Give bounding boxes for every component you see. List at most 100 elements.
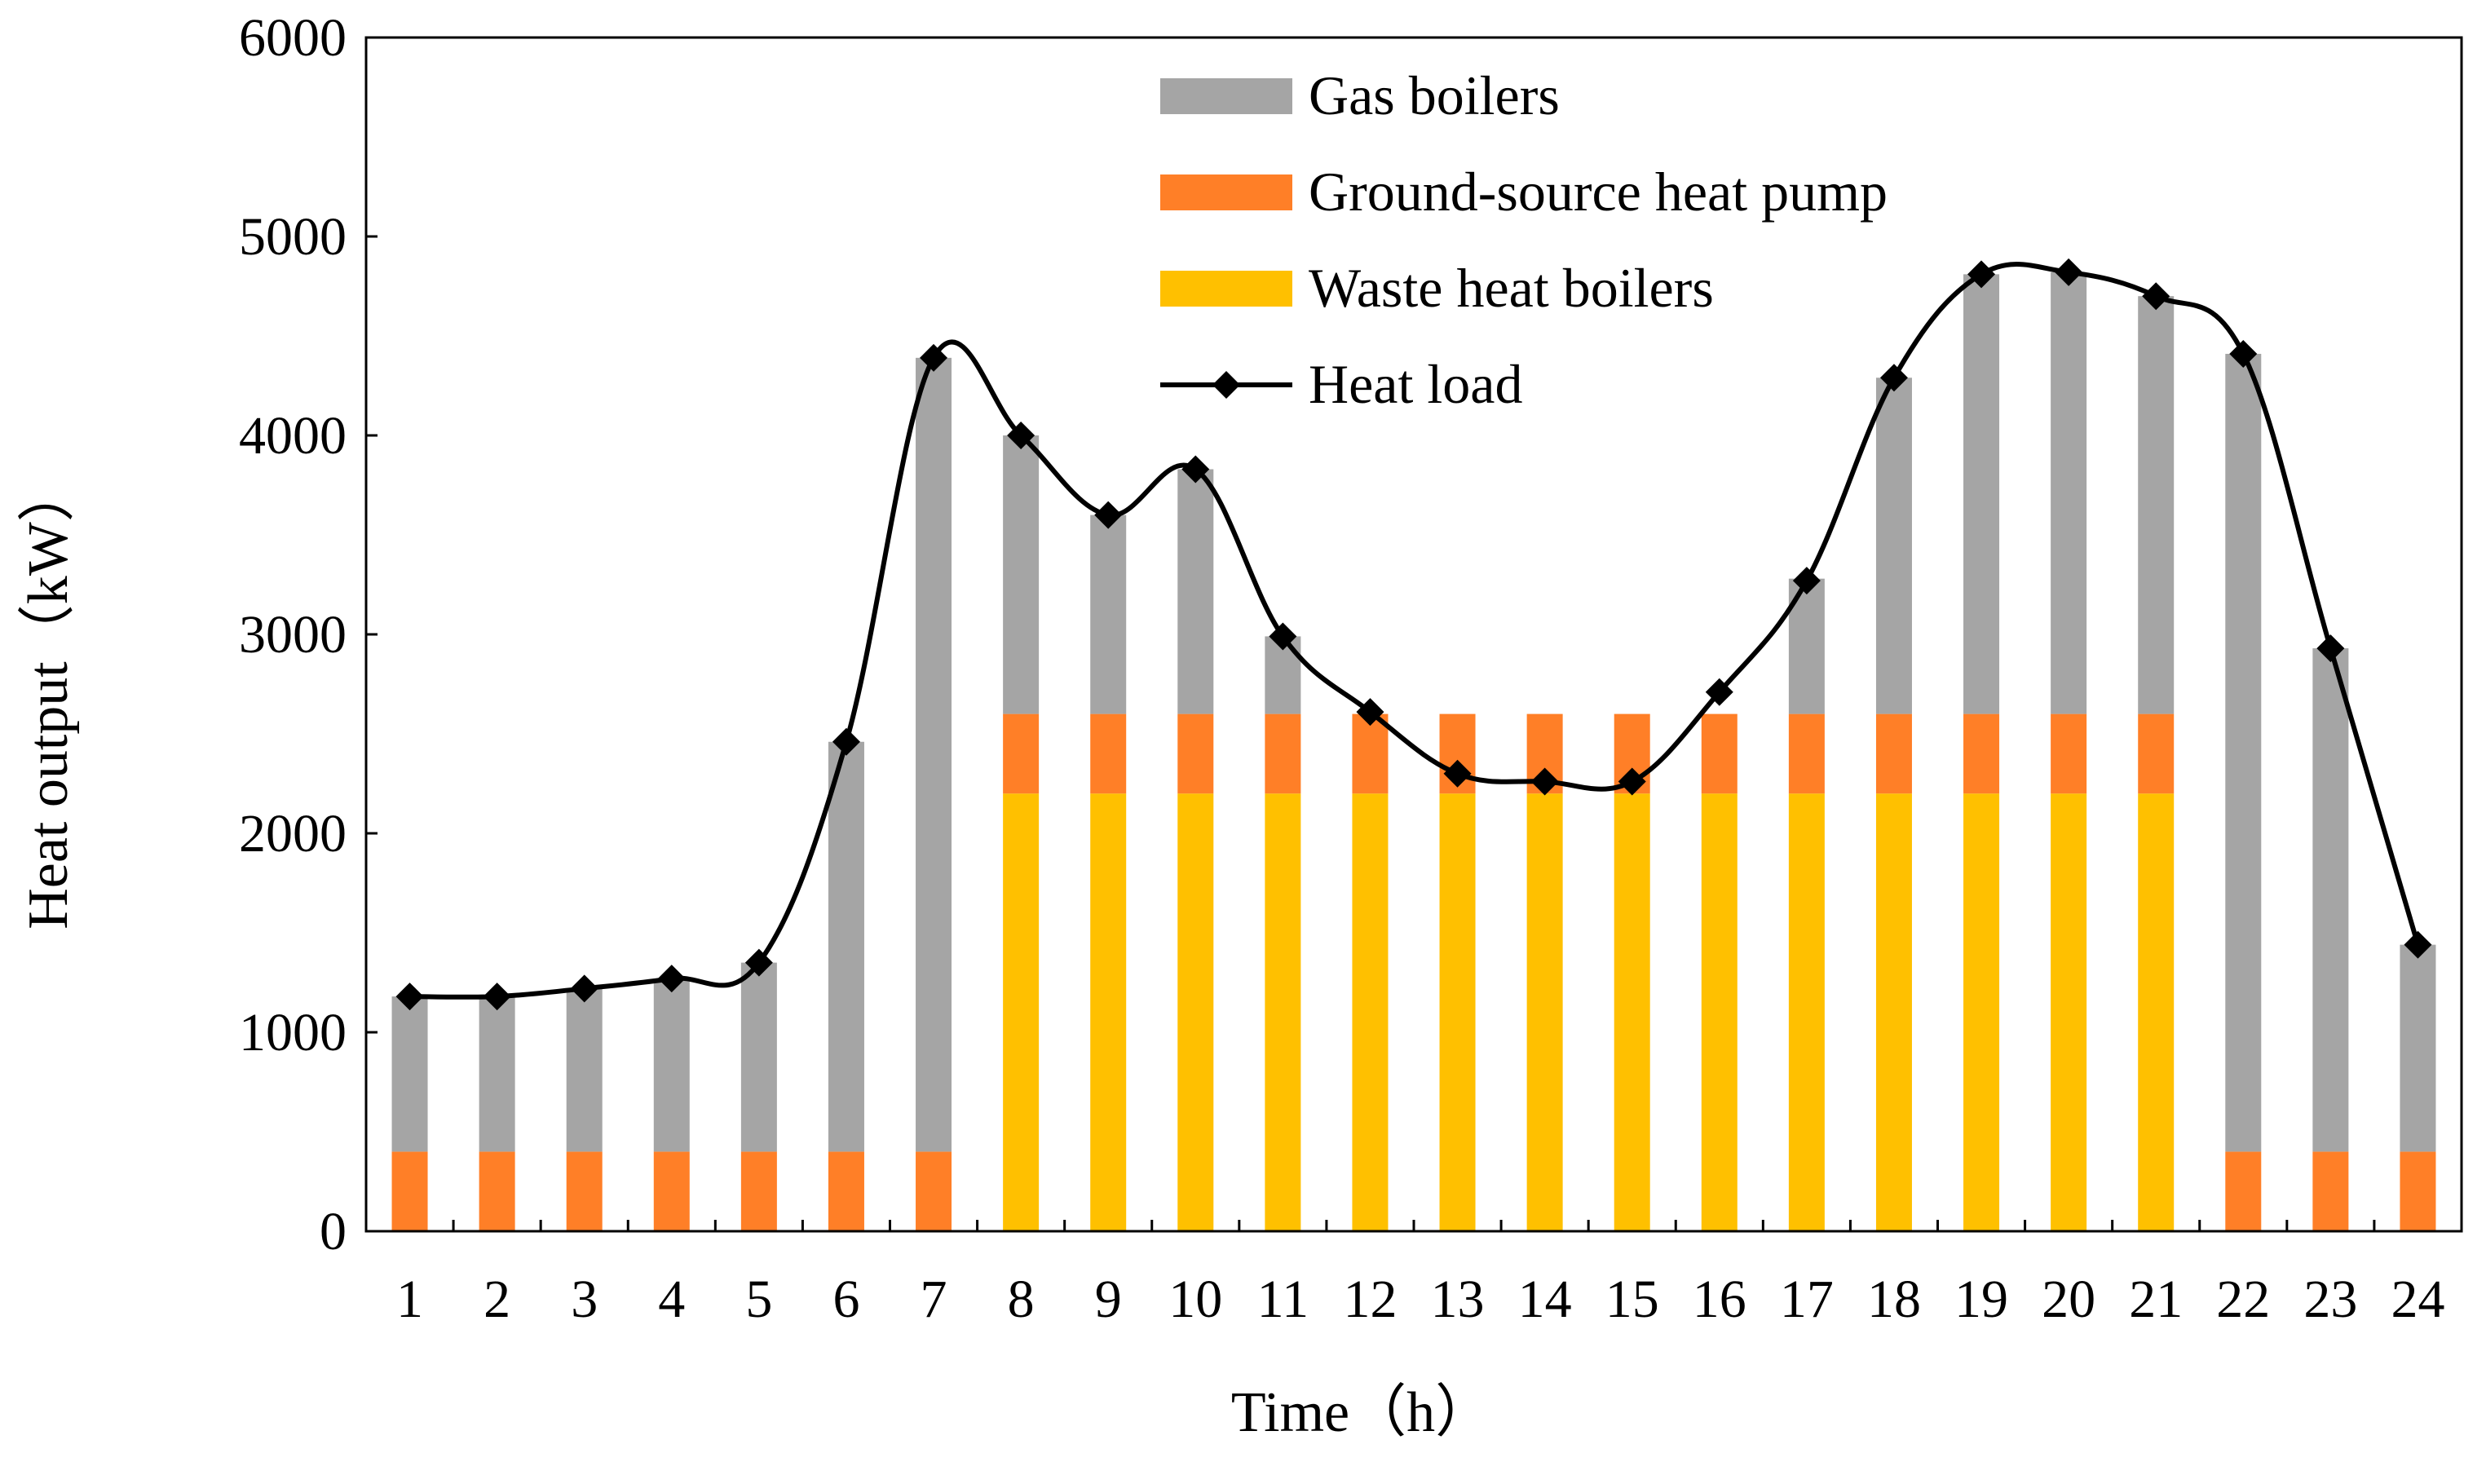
x-tick-label-22: 22 bbox=[2216, 1270, 2270, 1329]
x-tick-label-18: 18 bbox=[1867, 1270, 1921, 1329]
heat-load-marker-3 bbox=[570, 974, 598, 1003]
bars-layer bbox=[391, 272, 2436, 1231]
bar-waste-heat-boilers-17 bbox=[1788, 793, 1825, 1231]
bar-waste-heat-boilers-12 bbox=[1352, 793, 1389, 1231]
legend-swatch-gas-boilers bbox=[1160, 78, 1292, 114]
x-tick-label-15: 15 bbox=[1605, 1270, 1659, 1329]
heat-load-marker-12 bbox=[1356, 698, 1384, 727]
heat-load-marker-9 bbox=[1094, 501, 1123, 529]
bar-gas-boilers-3 bbox=[566, 988, 603, 1152]
bar-waste-heat-boilers-21 bbox=[2138, 793, 2175, 1231]
bar-ground-source-heat-pump-21 bbox=[2138, 713, 2175, 794]
bar-waste-heat-boilers-14 bbox=[1526, 793, 1563, 1231]
x-tick-label-13: 13 bbox=[1431, 1270, 1485, 1329]
bar-gas-boilers-8 bbox=[1003, 435, 1040, 714]
x-tick-label-24: 24 bbox=[2391, 1270, 2444, 1329]
x-tick-label-4: 4 bbox=[658, 1270, 685, 1329]
heat-load-marker-18 bbox=[1879, 364, 1908, 392]
heat-load-line bbox=[409, 262, 2421, 1000]
x-tick-label-16: 16 bbox=[1693, 1270, 1746, 1329]
bar-ground-source-heat-pump-10 bbox=[1177, 713, 1214, 794]
heat-load-marker-23 bbox=[2316, 634, 2345, 663]
bar-gas-boilers-6 bbox=[828, 741, 864, 1152]
x-tick-label-11: 11 bbox=[1257, 1270, 1309, 1329]
bar-gas-boilers-20 bbox=[2051, 272, 2087, 714]
heat-load-marker-1 bbox=[395, 983, 424, 1011]
x-tick-label-6: 6 bbox=[832, 1270, 859, 1329]
bar-gas-boilers-23 bbox=[2312, 648, 2349, 1152]
bar-ground-source-heat-pump-4 bbox=[653, 1151, 690, 1231]
bar-ground-source-heat-pump-24 bbox=[2400, 1151, 2436, 1231]
bar-gas-boilers-22 bbox=[2225, 353, 2262, 1152]
bar-ground-source-heat-pump-11 bbox=[1265, 713, 1301, 794]
heat-load-marker-17 bbox=[1792, 567, 1821, 595]
x-tick-label-5: 5 bbox=[745, 1270, 772, 1329]
bar-gas-boilers-24 bbox=[2400, 944, 2436, 1152]
bar-gas-boilers-7 bbox=[916, 357, 952, 1152]
bar-ground-source-heat-pump-2 bbox=[479, 1151, 515, 1231]
y-tick-label-3000: 3000 bbox=[239, 605, 347, 665]
y-tick-label-1000: 1000 bbox=[239, 1003, 347, 1062]
bar-gas-boilers-9 bbox=[1090, 515, 1127, 714]
bar-waste-heat-boilers-19 bbox=[1963, 793, 2000, 1231]
bar-ground-source-heat-pump-19 bbox=[1963, 713, 2000, 794]
x-tick-label-21: 21 bbox=[2129, 1270, 2183, 1329]
legend: Gas boilers Ground-source heat pump Waste … bbox=[1160, 64, 1888, 415]
heat-load-marker-20 bbox=[2055, 258, 2083, 286]
legend-marker-heat-load bbox=[1212, 371, 1240, 399]
bar-ground-source-heat-pump-7 bbox=[916, 1151, 952, 1231]
bar-ground-source-heat-pump-1 bbox=[391, 1151, 428, 1231]
bar-ground-source-heat-pump-8 bbox=[1003, 713, 1040, 794]
y-tick-label-6000: 6000 bbox=[239, 8, 347, 68]
bar-gas-boilers-21 bbox=[2138, 296, 2175, 714]
bar-ground-source-heat-pump-3 bbox=[566, 1151, 603, 1231]
heat-load-marker-21 bbox=[2142, 282, 2170, 311]
x-tick-label-14: 14 bbox=[1518, 1270, 1572, 1329]
heat-load-marker-5 bbox=[744, 948, 773, 977]
heat-load-marker-7 bbox=[920, 343, 948, 372]
legend-label-waste-heat-boilers: Waste heat boilers bbox=[1309, 257, 1714, 319]
heat-load-marker-13 bbox=[1443, 759, 1472, 788]
bar-waste-heat-boilers-15 bbox=[1614, 793, 1650, 1231]
bar-gas-boilers-1 bbox=[391, 996, 428, 1152]
bar-ground-source-heat-pump-9 bbox=[1090, 713, 1127, 794]
heat-load-marker-19 bbox=[1967, 260, 1996, 289]
bar-gas-boilers-2 bbox=[479, 996, 515, 1152]
x-tick-label-9: 9 bbox=[1095, 1270, 1122, 1329]
legend-label-ground-source-heat-pump: Ground-source heat pump bbox=[1309, 161, 1888, 223]
bar-waste-heat-boilers-11 bbox=[1265, 793, 1301, 1231]
bar-ground-source-heat-pump-6 bbox=[828, 1151, 864, 1231]
x-tick-label-23: 23 bbox=[2303, 1270, 2357, 1329]
x-axis-title: Time（h） bbox=[1231, 1381, 1492, 1444]
y-tick-label-4000: 4000 bbox=[239, 406, 347, 466]
y-tick-label-2000: 2000 bbox=[239, 804, 347, 863]
heat-load-marker-16 bbox=[1705, 678, 1733, 706]
bar-gas-boilers-10 bbox=[1177, 469, 1214, 714]
x-tick-label-8: 8 bbox=[1008, 1270, 1035, 1329]
x-tick-label-10: 10 bbox=[1168, 1270, 1222, 1329]
bar-gas-boilers-5 bbox=[740, 962, 777, 1152]
bar-waste-heat-boilers-16 bbox=[1701, 793, 1738, 1231]
x-tick-label-7: 7 bbox=[921, 1270, 947, 1329]
bar-waste-heat-boilers-13 bbox=[1439, 793, 1476, 1231]
heat-load-marker-14 bbox=[1530, 767, 1559, 796]
bar-gas-boilers-4 bbox=[653, 978, 690, 1152]
y-axis-title: Heat output（kW） bbox=[17, 465, 80, 930]
heat-load-marker-11 bbox=[1269, 622, 1297, 651]
bar-ground-source-heat-pump-12 bbox=[1352, 713, 1389, 794]
bar-waste-heat-boilers-18 bbox=[1875, 793, 1912, 1231]
heat-load-marker-8 bbox=[1007, 422, 1035, 449]
bar-waste-heat-boilers-9 bbox=[1090, 793, 1127, 1231]
x-tick-label-2: 2 bbox=[484, 1270, 510, 1329]
bar-gas-boilers-19 bbox=[1963, 274, 2000, 714]
bar-ground-source-heat-pump-5 bbox=[740, 1151, 777, 1231]
bar-ground-source-heat-pump-16 bbox=[1701, 713, 1738, 794]
legend-swatch-waste-heat-boilers bbox=[1160, 271, 1292, 307]
heat-load-line-layer bbox=[395, 258, 2432, 1011]
bar-gas-boilers-18 bbox=[1875, 378, 1912, 714]
x-tick-label-1: 1 bbox=[396, 1270, 423, 1329]
bar-waste-heat-boilers-20 bbox=[2051, 793, 2087, 1231]
heat-load-marker-2 bbox=[483, 983, 511, 1011]
